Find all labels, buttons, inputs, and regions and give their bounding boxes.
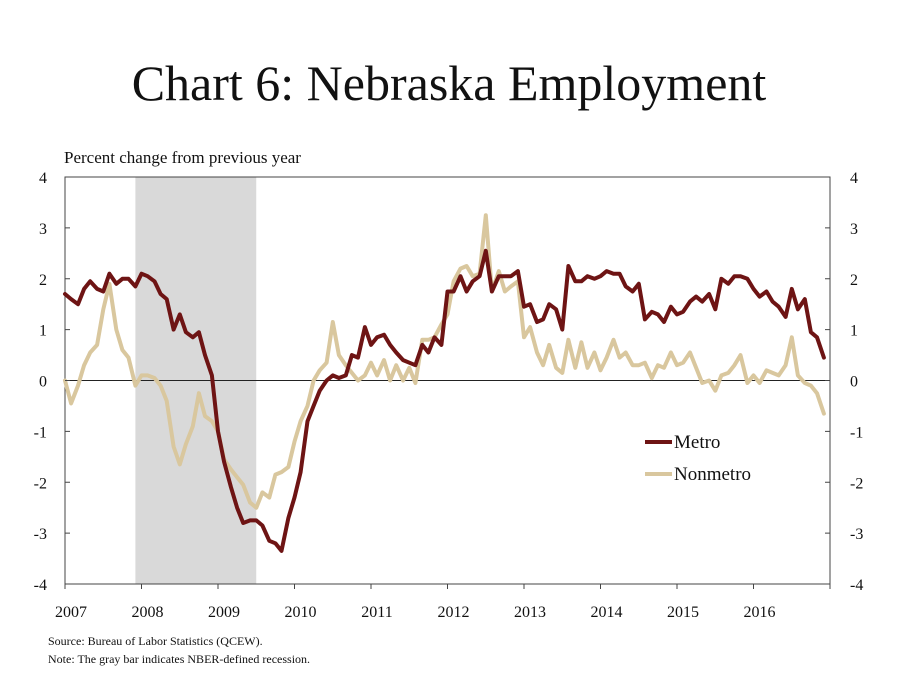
y-tick-label-left: -3 <box>34 526 47 543</box>
x-tick-label: 2011 <box>361 604 392 621</box>
legend-label-nonmetro: Nonmetro <box>674 464 751 485</box>
y-tick-label-left: 2 <box>39 272 47 289</box>
x-tick-label: 2007 <box>55 604 87 621</box>
y-tick-label-left: -2 <box>34 475 47 492</box>
y-tick-label-right: 1 <box>850 323 858 340</box>
x-tick-label: 2009 <box>208 604 240 621</box>
x-tick-label: 2014 <box>591 604 623 621</box>
x-tick-label: 2008 <box>132 604 164 621</box>
series-layer <box>63 213 826 553</box>
y-tick-label-right: 2 <box>850 272 858 289</box>
x-tick-label: 2013 <box>514 604 546 621</box>
y-tick-label-left: 0 <box>39 374 47 391</box>
y-tick-label-left: -4 <box>34 577 47 594</box>
y-tick-label-right: -3 <box>850 526 863 543</box>
y-tick-label-right: 0 <box>850 374 858 391</box>
y-tick-label-left: 1 <box>39 323 47 340</box>
series-line-metro <box>63 248 826 553</box>
y-tick-label-right: 4 <box>850 170 858 187</box>
x-tick-label: 2012 <box>438 604 470 621</box>
ticks-layer: 4 3 2 1 0 -1 -2 -3 -4 4 3 2 1 0 -1 -2 -3 -4 2007 2008 2009 20… <box>34 170 864 621</box>
source-note: Source: Bureau of Labor Statistics (QCEW… <box>48 634 263 648</box>
y-tick-label-right: -1 <box>850 424 863 441</box>
x-tick-label: 2016 <box>744 604 776 621</box>
y-axis-label: Percent change from previous year <box>64 148 301 167</box>
y-tick-label-left: -1 <box>34 424 47 441</box>
y-tick-label-left: 3 <box>39 221 47 238</box>
y-tick-label-left: 4 <box>39 170 47 187</box>
legend: Metro Nonmetro <box>645 432 751 485</box>
y-tick-label-right: 3 <box>850 221 858 238</box>
legend-label-metro: Metro <box>674 432 720 453</box>
x-tick-label: 2015 <box>667 604 699 621</box>
chart-title: Chart 6: Nebraska Employment <box>131 55 767 111</box>
recession-note: Note: The gray bar indicates NBER-define… <box>48 652 311 666</box>
y-tick-label-right: -2 <box>850 475 863 492</box>
x-tick-label: 2010 <box>285 604 317 621</box>
y-tick-label-right: -4 <box>850 577 863 594</box>
